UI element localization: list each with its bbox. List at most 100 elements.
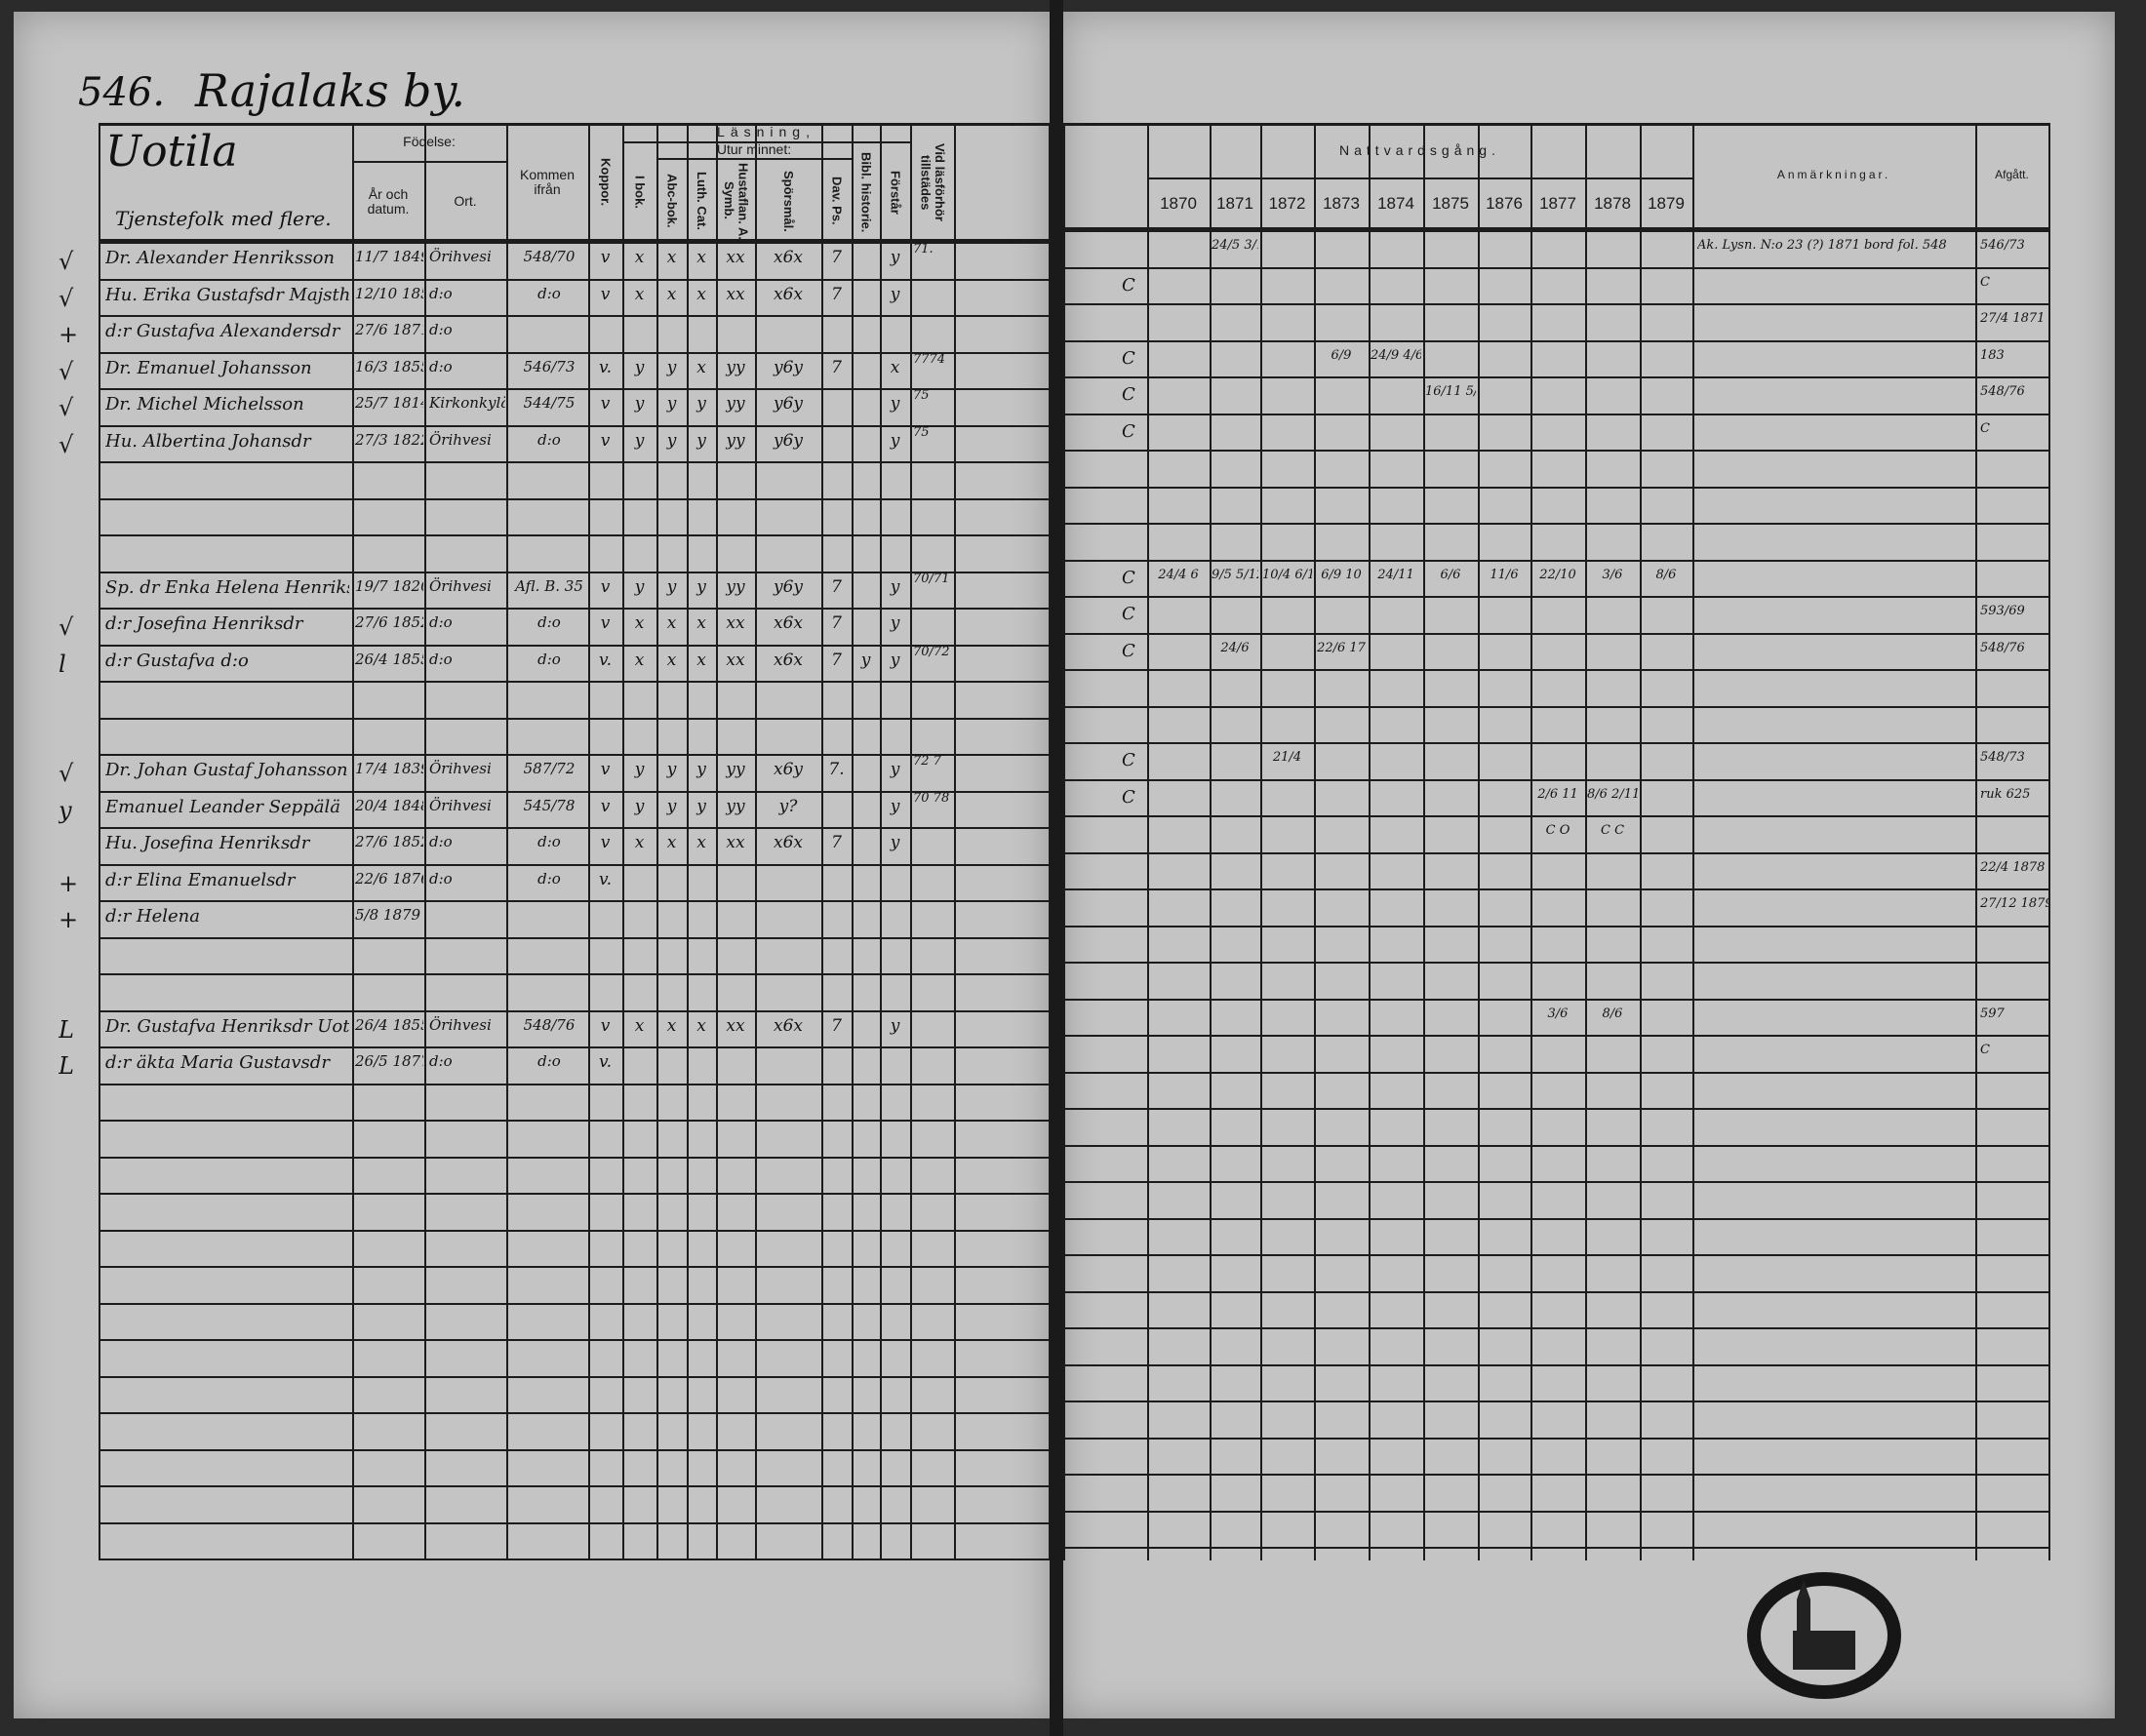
header-year-1871: 1871 (1216, 193, 1253, 213)
row-mark: L (59, 1052, 74, 1080)
row-rule (1063, 962, 2048, 964)
person-name: Dr. Emanuel Johansson (105, 357, 312, 378)
departed-note: 593/69 (1980, 604, 2025, 618)
row-rule (99, 242, 1049, 244)
birth-date: 19/7 1820 (355, 576, 423, 595)
header-house-table: Hustaflan. A. Symb. (722, 162, 751, 240)
present-at-exam: 71. (913, 242, 934, 256)
header-year-1872: 1872 (1268, 193, 1306, 213)
row-rule (99, 1083, 1049, 1085)
column-rule (716, 123, 718, 1560)
reading-mark: v. (599, 650, 612, 670)
reading-subrule (622, 141, 910, 143)
reading-mark: x (696, 357, 706, 377)
reading-mark: y (696, 796, 706, 816)
reading-mark: y? (778, 796, 798, 816)
row-rule (99, 1009, 1049, 1012)
row-rule (1063, 230, 2048, 232)
reading-mark: x (666, 1015, 677, 1036)
came-from: d:o (537, 430, 561, 449)
row-mark: √ (59, 357, 74, 385)
row-rule (1063, 1474, 2048, 1476)
row-rule (1063, 1290, 2048, 1293)
communion-c-mark: C (1122, 750, 1135, 770)
header-present-at-exam: Vid läsförhör tillstädes (918, 143, 947, 221)
person-name: Dr. Johan Gustaf Johansson (105, 760, 348, 780)
row-rule (1063, 742, 2048, 744)
came-from: 587/72 (523, 760, 576, 777)
header-bible-history: Bibl. historie. (858, 151, 874, 233)
church-icon (1793, 1631, 1855, 1670)
row-mark: √ (59, 760, 74, 787)
column-rule (352, 123, 354, 1560)
row-rule (1063, 851, 2048, 854)
column-rule (880, 123, 882, 1560)
reading-mark: x (634, 284, 645, 304)
reading-mark: y (634, 357, 645, 377)
row-rule (99, 1046, 1049, 1048)
departed-note: ruk 625 (1980, 786, 2031, 802)
person-name: d:r Elina Emanuelsdr (105, 869, 296, 890)
header-place: Ort. (454, 193, 477, 210)
reading-mark: y (890, 1015, 900, 1036)
reading-mark: yy (726, 796, 745, 816)
column-rule (2048, 123, 2050, 1560)
column-rule (1640, 123, 1642, 1560)
communion-date: 21/4 (1272, 750, 1302, 765)
communion-date: 10/4 6/11 (1262, 567, 1312, 582)
birth-place: Örihvesi (429, 1015, 492, 1034)
reading-mark: y (634, 394, 645, 414)
departed-note: 27/4 1871 (1980, 311, 2046, 326)
communion-date: C O (1545, 823, 1570, 838)
communion-date: 16/11 5/10 (1425, 384, 1476, 399)
birth-date: 27/3 1822 (355, 430, 423, 449)
column-rule (1692, 123, 1694, 1560)
reading-mark: y (666, 430, 677, 451)
reading-mark: x6y (773, 760, 803, 779)
present-at-exam: 70/72 77 (913, 644, 954, 659)
row-rule (1063, 413, 2048, 415)
column-rule (1210, 123, 1212, 1560)
header-departed: Afgått. (1995, 168, 2029, 182)
present-at-exam: 70 78 (913, 790, 950, 806)
header-smallpox: Koppor. (598, 158, 614, 207)
communion-c-mark: C (1122, 604, 1135, 624)
came-from: d:o (537, 1052, 561, 1070)
reading-mark: y6y (773, 394, 804, 414)
row-rule (99, 315, 1049, 317)
person-name: d:r Gustafva Alexandersdr (105, 321, 340, 341)
header-questions: Spörsmål. (781, 170, 797, 232)
header-year-1877: 1877 (1539, 193, 1576, 213)
reading-mark: 7. (828, 760, 845, 779)
reading-mark: 7 (831, 576, 842, 597)
communion-date: 8/6 2/11 (1587, 786, 1638, 802)
column-rule (1314, 123, 1316, 1560)
departed-note: 548/76 (1980, 640, 2025, 655)
row-rule (99, 1339, 1049, 1341)
column-rule (622, 123, 624, 1560)
reading-mark: x (666, 613, 677, 633)
reading-mark: v (600, 1015, 611, 1036)
column-rule (656, 123, 658, 1560)
reading-mark: v (600, 613, 611, 633)
birth-date: 16/3 1855 (355, 357, 423, 375)
reading-mark: y (696, 430, 706, 451)
row-rule (99, 424, 1049, 427)
present-at-exam: 70/71 75 (913, 571, 954, 586)
row-rule (99, 1229, 1049, 1232)
reading-mark: y (890, 248, 900, 267)
person-name: d:r Josefina Henriksdr (105, 613, 303, 634)
communion-date: 24/5 3/12 (1212, 238, 1258, 253)
reading-mark: 7 (831, 613, 842, 633)
reading-mark: y (696, 760, 706, 779)
communion-date: 24/9 4/6 (1371, 347, 1421, 363)
row-rule (1063, 1327, 2048, 1329)
reading-mark: v (600, 394, 611, 414)
communion-date: 24/6 (1220, 640, 1250, 655)
row-rule (99, 497, 1049, 500)
reading-mark: v (600, 760, 611, 779)
reading-mark: x (634, 650, 645, 670)
row-rule (1063, 1437, 2048, 1440)
came-from: d:o (537, 869, 561, 888)
row-rule (99, 1193, 1049, 1195)
